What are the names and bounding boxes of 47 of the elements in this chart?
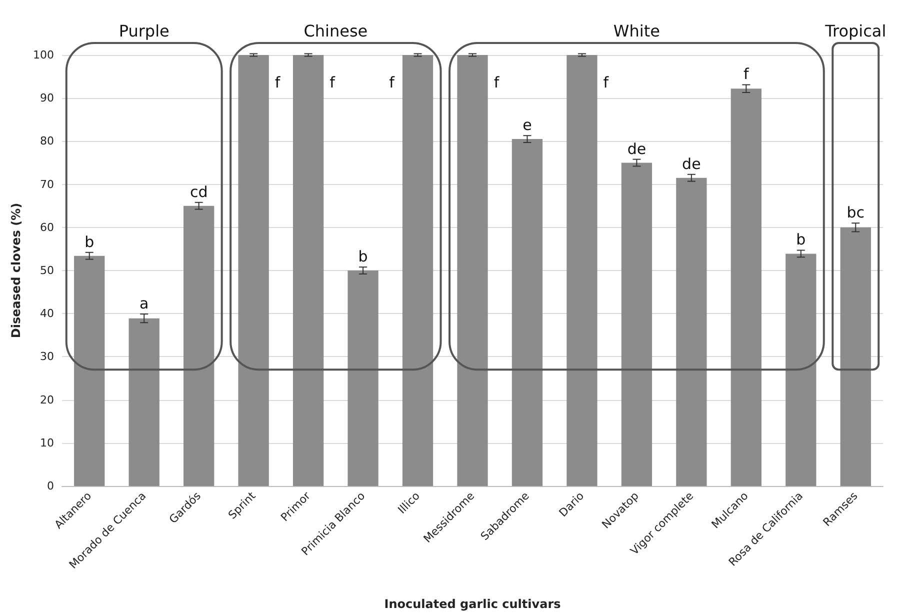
y-tick-label: 0 [47, 480, 54, 492]
bar [621, 162, 652, 486]
annotation: f [744, 65, 750, 84]
bar [128, 318, 160, 486]
bar [348, 270, 378, 486]
text: Chinese [304, 22, 368, 40]
bar [184, 206, 214, 486]
bar [238, 55, 269, 486]
bar [676, 178, 707, 486]
annotation: b [358, 248, 368, 266]
bar [786, 254, 816, 486]
annotation: b [796, 230, 806, 249]
y-tick-label: 70 [40, 178, 54, 191]
annotation: f [603, 74, 610, 92]
text: Purple [118, 22, 170, 40]
annotation: f [494, 74, 500, 92]
x-axis-title: Inoculated garlic cultivars [384, 597, 561, 611]
text: White [613, 22, 660, 40]
bar [840, 227, 871, 486]
annotation: f [389, 74, 396, 92]
y-tick-label: 60 [40, 220, 54, 234]
annotation: a [140, 294, 149, 313]
bar [402, 55, 434, 486]
y-tick-label: 30 [40, 350, 54, 364]
y-tick-label: 10 [40, 436, 54, 450]
annotation: bc [846, 204, 865, 222]
annotation: cd [190, 182, 208, 201]
bar [566, 55, 598, 486]
y-axis-title: Diseased cloves (%) [9, 202, 23, 338]
annotation: e [522, 116, 532, 134]
y-tick-label: 90 [40, 92, 54, 105]
y-tick-label: 80 [40, 134, 54, 148]
annotation: f [330, 74, 336, 92]
y-tick-label: 40 [40, 307, 54, 320]
annotation: de [682, 154, 701, 173]
annotation: de [627, 140, 646, 158]
bar [74, 256, 105, 486]
y-tick-label: 50 [40, 264, 54, 277]
annotation: b [84, 232, 94, 251]
bar [292, 55, 324, 486]
text: Tropical [824, 22, 886, 40]
bar [512, 139, 543, 486]
annotation: f [274, 74, 281, 92]
y-tick-label: 20 [40, 393, 54, 406]
bar [730, 88, 762, 486]
bar [457, 55, 488, 486]
y-tick-label: 100 [33, 48, 54, 62]
